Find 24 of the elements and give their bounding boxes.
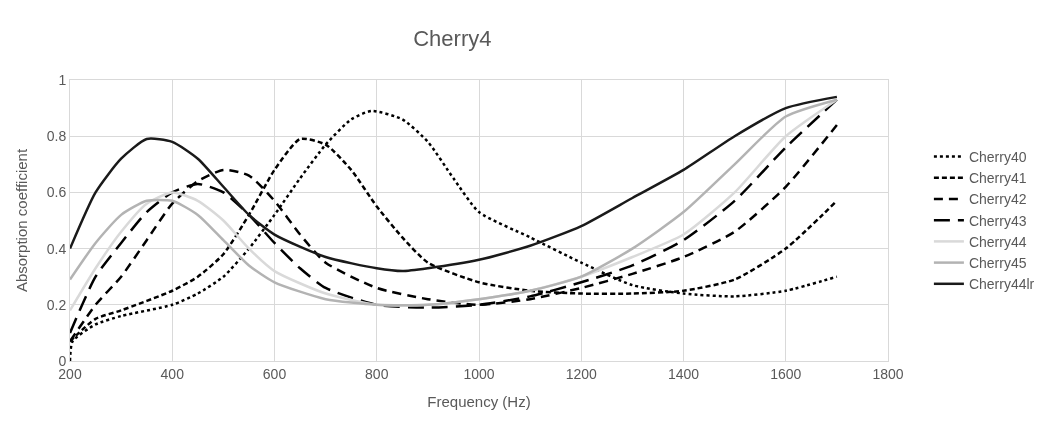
legend-label: Cherry45 [968,255,1027,272]
legend-label: Cherry42 [968,191,1027,208]
y-tick-label: 0.6 [46,184,67,201]
x-tick-label: 1600 [770,365,802,382]
x-tick-label: 800 [365,365,389,382]
legend-label: Cherry40 [968,149,1027,166]
y-axis-title: Absorption coefficient [12,148,30,293]
y-tick-label: 0.8 [46,128,67,145]
chart-title: Cherry4 [413,25,492,51]
x-tick-label: 400 [160,365,185,382]
x-axis-title: Frequency (Hz) [427,392,531,410]
y-tick-label: 1 [58,71,67,88]
x-tick-label: 1400 [667,365,700,382]
line-series [70,95,839,273]
legend-label: Cherry43 [968,212,1027,229]
x-tick-label: 1800 [872,365,904,382]
x-tick-label: 1000 [463,365,495,382]
legend-label: Cherry44 [968,233,1027,250]
y-tick-label: 0.4 [46,240,67,257]
legend-label: Cherry41 [968,170,1027,187]
y-tick-label: 0.2 [46,296,67,313]
x-tick-label: 1200 [565,365,598,382]
x-tick-label: 600 [262,365,287,382]
legend-label: Cherry44lr [968,276,1035,293]
